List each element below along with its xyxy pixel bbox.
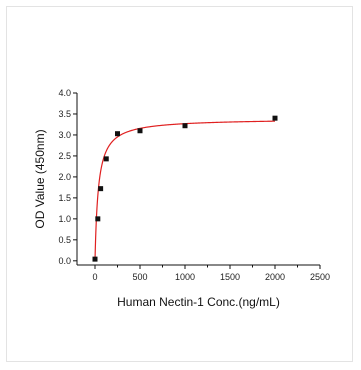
y-tick-label: 4.0 xyxy=(58,88,71,98)
chart-frame xyxy=(6,6,353,362)
fit-curve-group xyxy=(94,120,276,261)
x-tick-label: 2500 xyxy=(310,272,330,282)
ticks: 0 500 1000 1500 2000 2500 0.0 0.5 1.0 1.5 2.0 2.5 3.… xyxy=(58,88,330,282)
axes xyxy=(76,93,320,266)
data-point xyxy=(115,131,120,137)
y-axis-label: OD Value (450nm) xyxy=(33,129,47,228)
data-point xyxy=(272,115,278,121)
y-tick-label: 1.0 xyxy=(58,214,71,224)
data-points xyxy=(92,115,278,262)
y-tick-label: 1.5 xyxy=(58,193,71,203)
y-tick-label: 3.0 xyxy=(58,130,71,140)
x-tick-label: 500 xyxy=(132,272,147,282)
y-tick-label: 3.5 xyxy=(58,109,71,119)
data-point xyxy=(95,216,101,222)
x-tick-label: 0 xyxy=(92,272,97,282)
y-tick-label: 2.5 xyxy=(58,151,71,161)
y-tick-label: 2.0 xyxy=(58,172,71,182)
y-tick-label: 0.5 xyxy=(58,235,71,245)
data-point xyxy=(98,186,104,192)
fit-curve xyxy=(94,120,276,261)
x-axis-label: Human Nectin-1 Conc.(ng/mL) xyxy=(117,295,280,309)
data-point xyxy=(182,123,188,129)
y-tick-label: 0.0 xyxy=(58,256,71,266)
data-point xyxy=(137,128,143,134)
x-tick-label: 1500 xyxy=(220,272,240,282)
data-point xyxy=(92,256,98,262)
x-tick-label: 2000 xyxy=(265,272,285,282)
data-point xyxy=(103,156,109,162)
x-tick-label: 1000 xyxy=(175,272,195,282)
